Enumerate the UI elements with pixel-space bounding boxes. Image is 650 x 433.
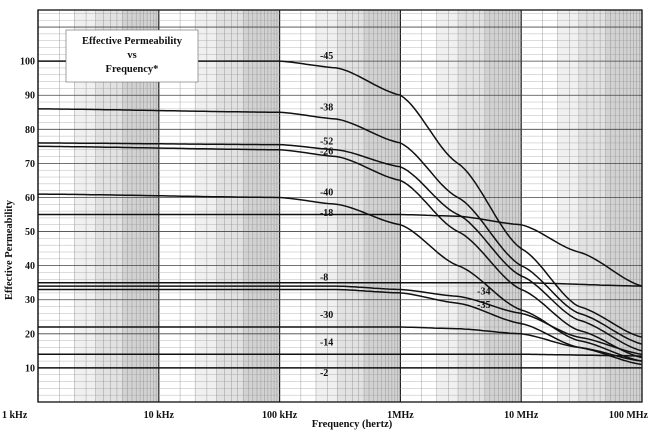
series-label: -38	[320, 102, 333, 113]
series-line-m30	[38, 326, 643, 362]
x-tick-label: 10 MHz	[504, 410, 539, 421]
series-label: -2	[320, 368, 328, 379]
series-labels: -45 -38 -52-26 -40 -18 -8 -34 -35 -30 -14 -2	[320, 51, 491, 379]
decade-band	[364, 10, 374, 402]
y-tick-labels: 10 20 30 40 50 60 70 80 90 100	[20, 57, 35, 375]
chart-title-box: Effective Permeability vs Frequency*	[65, 29, 199, 83]
series-label: -8	[320, 273, 328, 284]
series-label: -30	[320, 310, 333, 321]
series-label: -45	[320, 51, 333, 62]
x-tick-label: 100 MHz	[609, 410, 649, 421]
decade-band	[605, 10, 616, 402]
series-line-m52	[37, 142, 643, 352]
y-tick-label: 70	[25, 159, 35, 170]
series-label: -52	[320, 136, 333, 147]
x-tick-label: 10 kHz	[144, 410, 175, 421]
y-tick-label: 90	[25, 91, 35, 102]
decade-band	[436, 10, 459, 402]
decade-band	[352, 10, 365, 402]
decade-band	[122, 10, 133, 402]
series-line-m34	[38, 285, 643, 356]
series-label: -14	[320, 337, 333, 348]
y-tick-label: 30	[25, 295, 35, 306]
series-label: -18	[320, 208, 333, 219]
series-line-m38	[38, 108, 643, 345]
series-line-m40	[38, 193, 643, 362]
decade-band	[74, 10, 96, 402]
decade-band	[578, 10, 594, 402]
decade-band	[315, 10, 338, 402]
x-tick-label: 100 kHz	[262, 410, 298, 421]
y-tick-label: 60	[25, 193, 35, 204]
y-tick-label: 80	[25, 125, 35, 136]
y-tick-label: 20	[25, 329, 35, 340]
decade-band	[243, 10, 253, 402]
plot-frame	[37, 9, 643, 403]
decade-band	[95, 10, 111, 402]
chart-title-line-2: vs	[127, 50, 136, 61]
decade-band	[473, 10, 485, 402]
decade-band	[195, 10, 217, 402]
y-tick-label: 100	[20, 57, 35, 68]
x-tick-labels: 1 kHz 10 kHz 100 kHz 1MHz 10 MHz 100 MHz	[2, 410, 649, 421]
series-label: -40	[320, 187, 333, 198]
series-label: -34	[477, 286, 490, 297]
y-tick-label: 50	[25, 227, 35, 238]
series-curves	[37, 60, 643, 369]
decade-band	[593, 10, 606, 402]
x-axis-label: Frequency (hertz)	[312, 419, 393, 430]
decade-band	[231, 10, 244, 402]
chart-title-line-1: Effective Permeability	[82, 36, 183, 47]
series-line-m26	[37, 145, 643, 359]
series-line-m8	[38, 281, 643, 287]
y-tick-label: 10	[25, 363, 35, 374]
decade-band	[216, 10, 232, 402]
series-label: -26	[320, 147, 333, 158]
series-label: -35	[477, 300, 490, 311]
series-line-m18	[38, 213, 643, 287]
y-axis-label: Effective Permeability	[4, 199, 15, 300]
decade-band	[110, 10, 123, 402]
chart-title-line-3: Frequency*	[106, 64, 159, 75]
series-line-m14	[38, 353, 642, 357]
x-tick-label: 1 kHz	[2, 410, 28, 421]
series-line-m35	[38, 288, 643, 366]
y-tick-label: 40	[25, 261, 35, 272]
decade-band	[458, 10, 474, 402]
x-tick-label: 1MHz	[387, 410, 414, 421]
